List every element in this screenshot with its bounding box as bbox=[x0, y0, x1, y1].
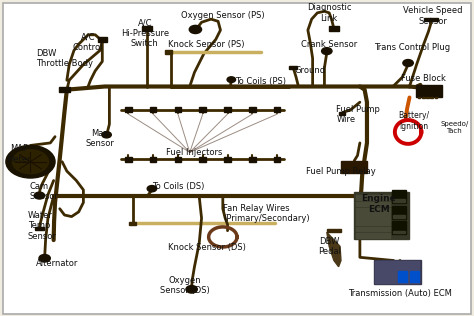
Bar bbox=[59, 87, 70, 92]
Bar bbox=[35, 227, 44, 230]
Bar bbox=[274, 106, 281, 112]
Circle shape bbox=[227, 77, 236, 82]
Bar bbox=[354, 191, 409, 239]
Bar bbox=[392, 190, 406, 203]
Bar bbox=[150, 106, 156, 112]
Circle shape bbox=[186, 286, 197, 293]
Text: Transmission (Auto) ECM: Transmission (Auto) ECM bbox=[348, 289, 452, 299]
Text: To Coils (PS): To Coils (PS) bbox=[235, 77, 286, 86]
Bar bbox=[416, 85, 442, 97]
Text: Vehicle Speed
Sensor: Vehicle Speed Sensor bbox=[403, 6, 463, 26]
FancyBboxPatch shape bbox=[3, 3, 471, 314]
Polygon shape bbox=[327, 229, 341, 232]
Text: Speedo/
Tach: Speedo/ Tach bbox=[440, 121, 468, 134]
Text: Trans Control Plug: Trans Control Plug bbox=[374, 43, 450, 52]
Circle shape bbox=[102, 132, 111, 138]
Bar bbox=[338, 112, 345, 115]
Text: Oxygen
Sensor (DS): Oxygen Sensor (DS) bbox=[160, 276, 210, 295]
Circle shape bbox=[6, 145, 55, 178]
Circle shape bbox=[189, 25, 201, 33]
Bar bbox=[393, 231, 405, 233]
Bar bbox=[289, 66, 297, 69]
Polygon shape bbox=[327, 232, 341, 267]
Bar bbox=[150, 157, 156, 162]
Bar bbox=[422, 96, 425, 98]
Bar bbox=[174, 106, 181, 112]
Bar bbox=[341, 161, 367, 173]
Bar bbox=[164, 50, 172, 54]
Text: A/C
Control: A/C Control bbox=[73, 33, 103, 52]
Bar bbox=[430, 96, 433, 98]
Text: Fuel Pump Relay: Fuel Pump Relay bbox=[306, 167, 376, 176]
Bar bbox=[392, 206, 406, 219]
Circle shape bbox=[147, 185, 156, 192]
Bar bbox=[125, 106, 132, 112]
Bar bbox=[125, 157, 132, 162]
Bar bbox=[274, 157, 281, 162]
Bar bbox=[174, 157, 181, 162]
Bar bbox=[356, 233, 390, 238]
Bar bbox=[200, 157, 206, 162]
Bar bbox=[398, 271, 407, 282]
Bar bbox=[356, 202, 390, 206]
Text: Map
Sensor: Map Sensor bbox=[85, 129, 114, 148]
Bar bbox=[374, 260, 421, 284]
Bar bbox=[143, 26, 152, 31]
Text: Cam
Sensor: Cam Sensor bbox=[30, 182, 59, 201]
Bar bbox=[375, 261, 419, 283]
Text: Water
Temp
Sensor: Water Temp Sensor bbox=[27, 211, 56, 241]
Text: A/C
Hi-Pressure
Switch: A/C Hi-Pressure Switch bbox=[121, 18, 169, 48]
Bar bbox=[200, 106, 206, 112]
Text: Fan Relay Wires
(Primary/Secondary): Fan Relay Wires (Primary/Secondary) bbox=[223, 204, 310, 223]
Text: Diagnostic
Link: Diagnostic Link bbox=[307, 3, 351, 22]
Circle shape bbox=[403, 59, 413, 66]
Text: Engine
ECM: Engine ECM bbox=[361, 194, 396, 214]
Circle shape bbox=[12, 150, 48, 173]
Bar bbox=[435, 96, 438, 98]
Circle shape bbox=[34, 192, 45, 199]
Bar bbox=[224, 106, 231, 112]
Text: DBW
Throttle Body: DBW Throttle Body bbox=[36, 49, 93, 68]
Text: Oxygen Sensor (PS): Oxygen Sensor (PS) bbox=[181, 11, 264, 21]
Bar bbox=[356, 227, 390, 231]
Circle shape bbox=[39, 254, 50, 262]
Text: Battery/
Ignition: Battery/ Ignition bbox=[399, 111, 430, 131]
Text: Crank Sensor: Crank Sensor bbox=[301, 40, 357, 49]
Bar bbox=[249, 106, 255, 112]
Text: Knock Sensor (DS): Knock Sensor (DS) bbox=[168, 243, 246, 252]
Circle shape bbox=[321, 48, 332, 55]
Bar bbox=[98, 37, 107, 42]
Bar bbox=[128, 222, 136, 225]
Bar bbox=[356, 214, 390, 219]
Text: Fuel Pump
Wire: Fuel Pump Wire bbox=[336, 105, 380, 125]
Bar bbox=[418, 96, 420, 98]
Text: Fuel Injectors: Fuel Injectors bbox=[166, 148, 223, 157]
Text: To Coils (DS): To Coils (DS) bbox=[152, 182, 204, 191]
Bar bbox=[393, 215, 405, 217]
Bar bbox=[426, 96, 429, 98]
Bar bbox=[393, 199, 405, 202]
Bar bbox=[392, 221, 406, 234]
Bar bbox=[356, 195, 390, 200]
Bar bbox=[410, 271, 419, 282]
Bar bbox=[424, 18, 438, 21]
Bar bbox=[249, 157, 255, 162]
Text: Knock Sensor (PS): Knock Sensor (PS) bbox=[168, 40, 245, 49]
Text: Alternator: Alternator bbox=[36, 259, 79, 268]
Bar bbox=[356, 208, 390, 212]
Text: Fuse Block: Fuse Block bbox=[401, 74, 446, 83]
Text: Ground: Ground bbox=[295, 66, 326, 75]
Bar bbox=[356, 220, 390, 225]
Bar bbox=[328, 26, 339, 31]
Bar bbox=[224, 157, 231, 162]
Text: DBW
Pedal: DBW Pedal bbox=[318, 237, 341, 256]
Text: MAF
Meter: MAF Meter bbox=[7, 144, 31, 164]
